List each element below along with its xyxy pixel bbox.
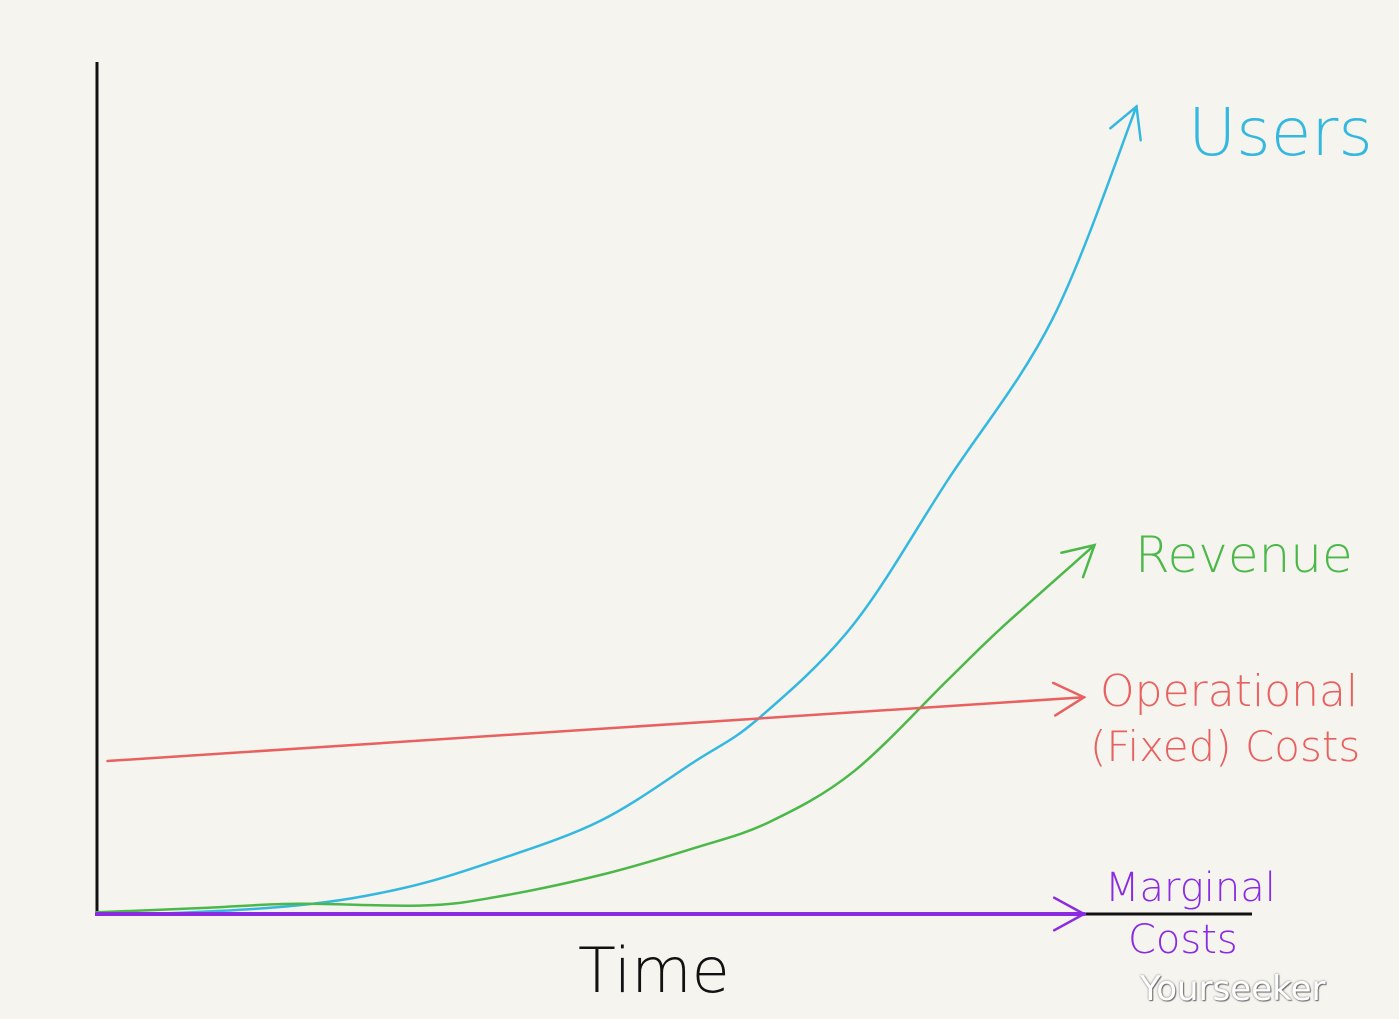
label-marginal-1: Marginal [1105,865,1276,911]
arrowhead-3 [1052,896,1087,932]
watermark: Yourseeker [1140,969,1326,1009]
arrowhead-2 [1051,681,1087,717]
series-line-2 [106,696,1086,763]
arrowhead-0 [1109,104,1142,142]
label-revenue: Revenue [1135,526,1353,584]
series-line-0 [95,105,1138,916]
label-marginal-2: Costs [1128,917,1238,963]
series-line-1 [95,543,1096,914]
arrowhead-1 [1060,543,1097,579]
label-operational-1: Operational [1100,666,1359,717]
label-users: Users [1188,94,1373,171]
label-operational-2: (Fixed) Costs [1090,722,1361,771]
x-axis-label: Time [578,934,730,1007]
